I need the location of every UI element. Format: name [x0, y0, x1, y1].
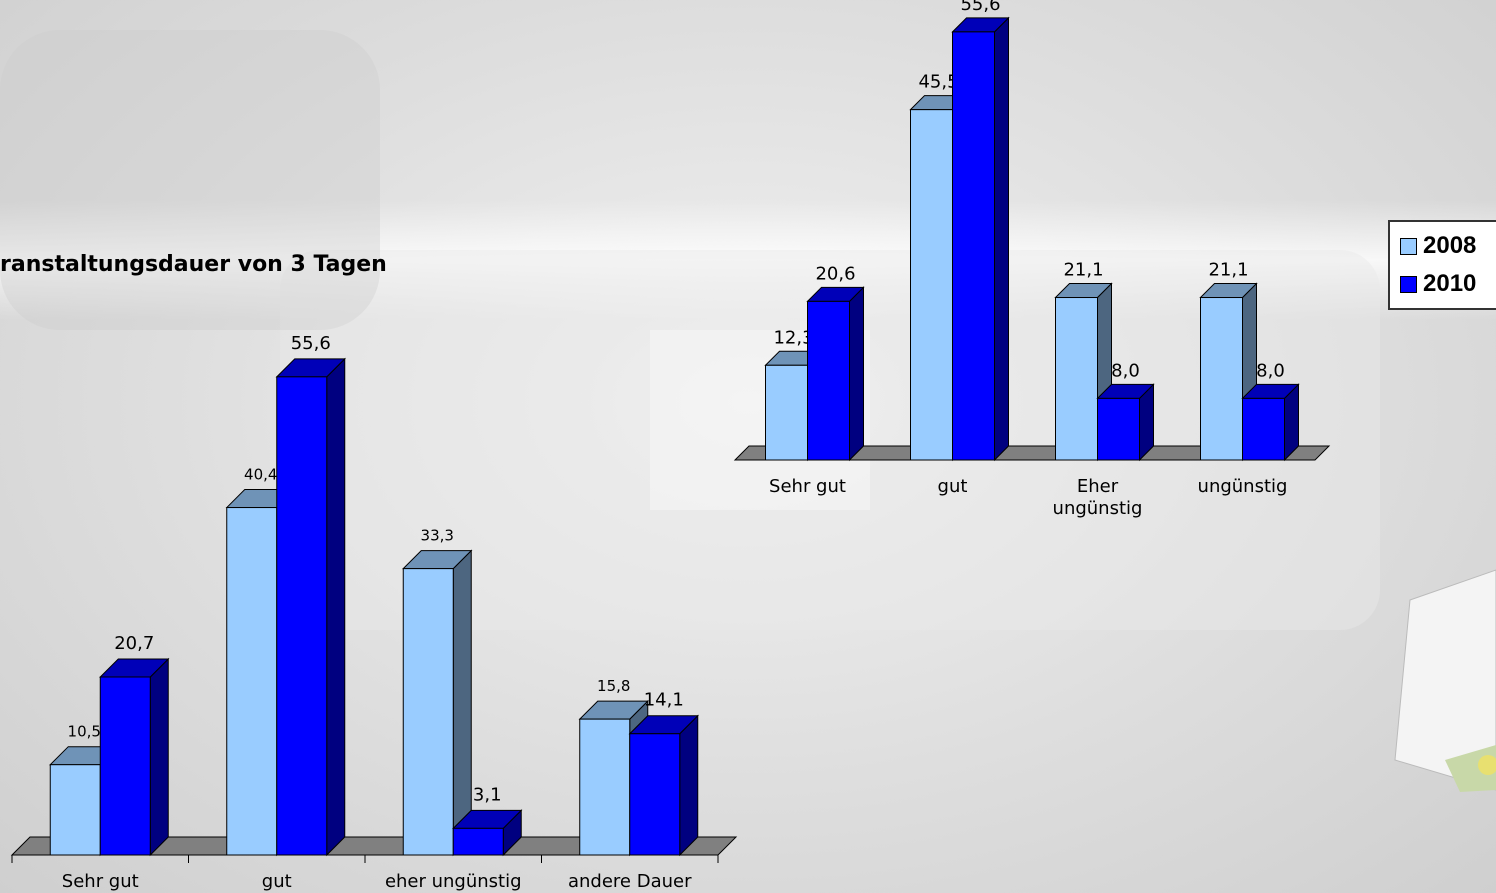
bar-2010-2: [1096, 383, 1155, 462]
bar-2008-3-front: [579, 718, 631, 856]
bar-2008-2: [402, 549, 473, 857]
bar-2010-1-front: [276, 376, 328, 856]
bar-2008-2-front: [1055, 297, 1098, 461]
bar-2010-1: [275, 357, 346, 857]
bar-2010-1-side: [326, 357, 346, 857]
bar-2010-3-side: [679, 714, 699, 857]
bar-2008-3: [1199, 282, 1258, 462]
category-label: Sehr gut: [62, 871, 139, 892]
desk-calendar-icon: [1394, 569, 1496, 792]
bar-2010-0: [806, 286, 865, 462]
bar-2010-1-front: [952, 31, 995, 461]
category-label: andere Dauer: [568, 871, 692, 892]
data-label: 3,1: [473, 784, 502, 805]
bar-2010-3-front: [629, 733, 681, 856]
bar-2008-3-front: [1200, 297, 1243, 461]
data-label: 8,0: [1111, 360, 1140, 381]
data-label: 21,1: [1063, 260, 1103, 281]
bar-2010-2: [452, 809, 523, 857]
bar-2010-3: [628, 714, 699, 857]
data-label: 55,6: [960, 0, 1000, 15]
bar-2010-0: [99, 657, 170, 857]
data-label: 40,4: [244, 466, 277, 484]
data-label: 33,3: [421, 527, 454, 545]
category-label: Sehr gut: [769, 476, 846, 497]
bar-2010-3-front: [1242, 397, 1285, 461]
data-label: 8,0: [1256, 360, 1285, 381]
bar-2010-2-front: [452, 827, 504, 856]
category-label: gut: [938, 476, 968, 497]
legend-item-2010: 2010: [1400, 270, 1476, 298]
data-label: 14,1: [644, 690, 684, 711]
chart-title: ranstaltungsdauer von 3 Tagen: [0, 252, 387, 277]
bar-2010-1: [951, 16, 1010, 462]
data-label: 12,3: [773, 327, 813, 348]
bar-2010-0-front: [99, 676, 151, 856]
legend-swatch-2010: [1400, 275, 1417, 293]
data-label: 10,5: [68, 723, 101, 741]
legend-item-2008: 2008: [1400, 232, 1476, 260]
bar-2010-3: [1241, 383, 1300, 462]
category-label: gut: [262, 871, 292, 892]
legend-label: 2008: [1423, 232, 1477, 259]
legend-swatch-2008: [1400, 237, 1417, 255]
bar-2010-0-side: [149, 657, 169, 857]
data-label: 21,1: [1208, 260, 1248, 281]
bar-2008-2-front: [402, 568, 454, 856]
data-label: 15,8: [597, 677, 630, 695]
category-label: Eher: [1077, 476, 1119, 497]
bar-2010-0-front: [807, 300, 850, 461]
bar-2008-2-side: [452, 549, 472, 857]
bar-2008-1-front: [910, 109, 953, 461]
legend: 2008 2010: [1388, 220, 1496, 310]
category-label: eher ungünstig: [385, 871, 522, 892]
bar-2010-2-front: [1097, 397, 1140, 461]
category-label: ungünstig: [1198, 476, 1288, 497]
category-label: ungünstig: [1053, 498, 1143, 519]
bar-2008-0-front: [49, 764, 101, 856]
data-label: 20,6: [815, 263, 855, 284]
data-label: 45,5: [918, 72, 958, 93]
bar-2008-1-front: [226, 507, 278, 856]
data-label: 20,7: [114, 633, 154, 654]
data-label: 55,6: [291, 333, 331, 354]
bar-2008-2: [1054, 282, 1113, 462]
legend-label: 2010: [1423, 270, 1477, 297]
